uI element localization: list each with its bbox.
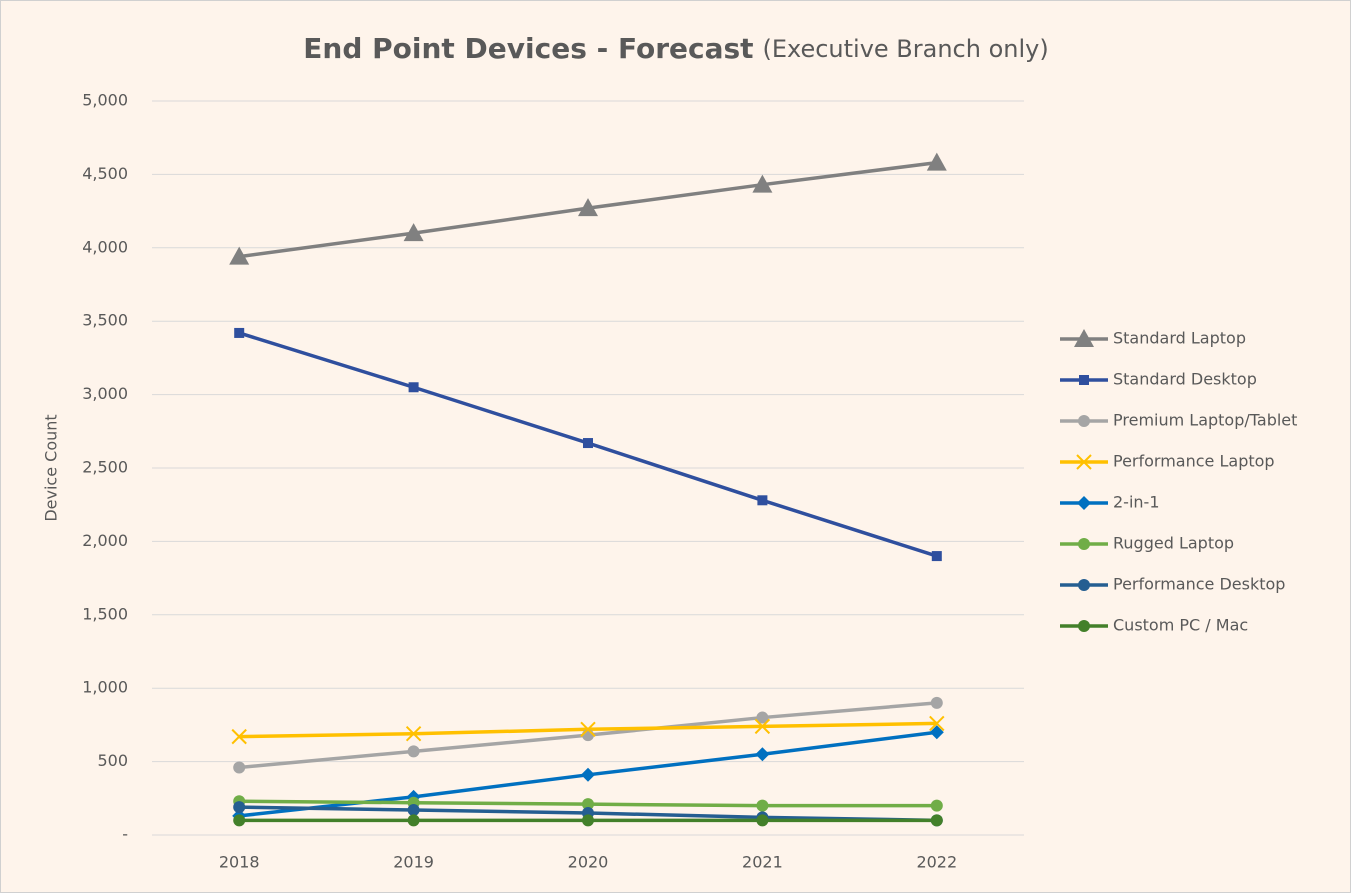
data-point bbox=[755, 747, 770, 762]
y-tick-label: 500 bbox=[97, 751, 128, 770]
x-tick-label: 2020 bbox=[568, 853, 609, 872]
data-point bbox=[929, 715, 945, 732]
legend-label: Performance Desktop bbox=[1113, 575, 1285, 594]
x-tick-label: 2022 bbox=[916, 853, 957, 872]
data-point bbox=[582, 814, 594, 827]
legend-marker bbox=[1074, 329, 1094, 347]
data-point bbox=[403, 223, 424, 242]
legend-marker bbox=[1078, 415, 1090, 427]
y-tick-label: 4,500 bbox=[82, 164, 128, 183]
legend-label: Standard Desktop bbox=[1113, 370, 1257, 389]
data-point bbox=[581, 767, 595, 782]
data-point bbox=[233, 761, 246, 774]
y-tick-label: - bbox=[122, 825, 128, 844]
data-point bbox=[582, 729, 594, 742]
data-point bbox=[233, 814, 246, 827]
data-point bbox=[580, 721, 596, 738]
legend-marker bbox=[1077, 496, 1091, 510]
chart-title: End Point Devices - Forecast bbox=[303, 32, 753, 65]
legend-label: Rugged Laptop bbox=[1113, 534, 1234, 553]
y-tick-label: 3,500 bbox=[82, 311, 128, 330]
data-point bbox=[757, 495, 768, 506]
data-point bbox=[231, 728, 247, 745]
data-point bbox=[930, 814, 943, 827]
chart-subtitle: (Executive Branch only) bbox=[762, 35, 1048, 63]
data-point bbox=[407, 814, 420, 827]
data-point bbox=[756, 799, 769, 812]
y-tick-label: 3,000 bbox=[82, 384, 128, 403]
data-point bbox=[752, 174, 773, 193]
data-point bbox=[407, 804, 420, 817]
legend-label: Performance Laptop bbox=[1113, 452, 1275, 471]
legend-marker bbox=[1078, 579, 1090, 591]
y-tick-label: 2,000 bbox=[82, 531, 128, 550]
data-point bbox=[407, 745, 420, 758]
x-tick-label: 2019 bbox=[393, 853, 434, 872]
data-point bbox=[233, 801, 246, 814]
legend-label: Premium Laptop/Tablet bbox=[1113, 411, 1297, 430]
y-tick-label: 1,000 bbox=[82, 678, 128, 697]
data-point bbox=[234, 327, 245, 338]
data-point bbox=[583, 438, 593, 449]
data-point bbox=[582, 798, 594, 811]
data-point bbox=[229, 246, 250, 265]
x-tick-label: 2018 bbox=[219, 853, 260, 872]
data-point bbox=[930, 799, 943, 812]
data-point bbox=[929, 725, 944, 740]
y-tick-label: 1,500 bbox=[82, 604, 128, 623]
data-point bbox=[408, 382, 419, 393]
x-tick-label: 2021 bbox=[742, 853, 783, 872]
legend-marker bbox=[1076, 454, 1092, 470]
data-point bbox=[756, 711, 769, 724]
legend-label: Custom PC / Mac bbox=[1113, 616, 1248, 635]
y-tick-label: 2,500 bbox=[82, 458, 128, 477]
data-point bbox=[931, 551, 942, 562]
legend-marker bbox=[1078, 620, 1090, 632]
legend-marker bbox=[1079, 375, 1089, 385]
legend-label: Standard Laptop bbox=[1113, 329, 1246, 348]
y-tick-label: 5,000 bbox=[82, 91, 128, 110]
data-point bbox=[578, 198, 598, 217]
y-tick-label: 4,000 bbox=[82, 237, 128, 256]
y-axis-label: Device Count bbox=[42, 414, 61, 521]
data-point bbox=[930, 696, 943, 709]
data-point bbox=[405, 726, 422, 742]
chart-title-group: End Point Devices - Forecast (Executive … bbox=[303, 32, 1048, 65]
data-point bbox=[926, 152, 947, 171]
data-point bbox=[754, 718, 771, 735]
legend-label: 2-in-1 bbox=[1113, 493, 1160, 512]
data-point bbox=[756, 814, 769, 827]
legend-marker bbox=[1078, 538, 1090, 550]
